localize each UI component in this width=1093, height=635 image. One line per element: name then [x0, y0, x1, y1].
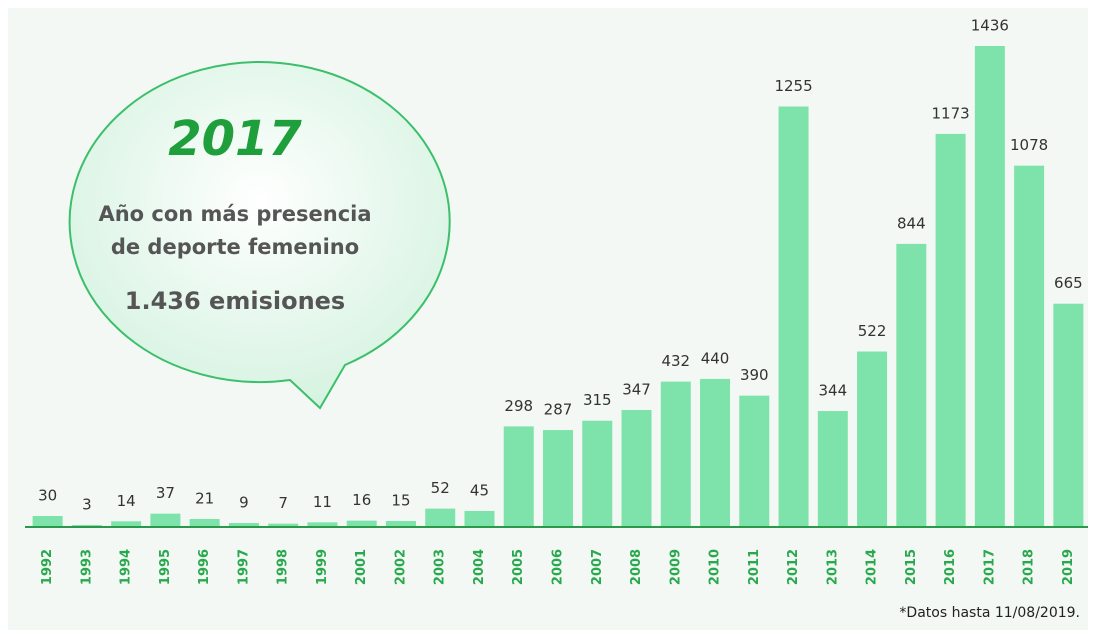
bar	[660, 381, 691, 526]
value-label: 1436	[971, 17, 1009, 35]
x-tick-label: 1992	[40, 549, 55, 585]
x-tick-label: 2014	[865, 549, 880, 585]
value-label: 37	[156, 484, 175, 502]
bar	[700, 378, 731, 526]
x-tick-label: 1999	[315, 549, 330, 585]
value-label: 21	[195, 489, 214, 507]
value-label: 45	[470, 481, 489, 499]
value-label: 1173	[931, 104, 969, 122]
x-tick-label: 2018	[1022, 549, 1037, 585]
x-tick-label: 2006	[551, 549, 566, 585]
value-label: 1255	[774, 77, 812, 95]
value-label: 347	[622, 381, 651, 399]
x-tick-label: 2008	[629, 549, 644, 585]
x-tick-label: 2015	[904, 549, 919, 585]
value-label: 440	[701, 349, 730, 367]
x-tick-label: 1997	[236, 549, 251, 585]
bar	[935, 133, 966, 526]
x-tick-label: 2013	[825, 549, 840, 585]
bar	[71, 524, 102, 526]
bar	[228, 522, 259, 526]
bar	[385, 520, 416, 526]
value-label: 16	[352, 491, 371, 509]
callout-line: de deporte femenino	[111, 235, 359, 259]
bar	[582, 420, 613, 526]
x-tick-label: 2004	[472, 549, 487, 585]
bar	[543, 430, 573, 526]
x-tick-label: 1993	[79, 549, 94, 585]
bar	[150, 513, 181, 526]
x-tick-label: 1998	[276, 549, 291, 585]
bar	[268, 523, 299, 526]
bar	[974, 46, 1005, 526]
bar	[425, 508, 456, 526]
value-label: 298	[504, 397, 533, 415]
value-label: 52	[431, 479, 450, 497]
x-tick-label: 2012	[786, 549, 801, 585]
value-label: 14	[117, 492, 136, 510]
value-label: 9	[239, 493, 249, 511]
value-label: 390	[740, 366, 769, 384]
note: *Datos hasta 11/08/2019.	[899, 605, 1080, 621]
x-tick-label: 2017	[982, 549, 997, 585]
bar	[778, 106, 809, 526]
value-label: 30	[38, 486, 57, 504]
value-label: 15	[391, 491, 410, 509]
x-tick-label: 2005	[511, 549, 526, 585]
bar	[346, 520, 377, 526]
x-tick-label: 2019	[1061, 549, 1076, 585]
value-label: 844	[897, 214, 926, 232]
x-tick-label: 1996	[197, 549, 212, 585]
bar	[896, 243, 927, 527]
x-tick-label: 2001	[354, 549, 369, 585]
bar	[307, 522, 338, 526]
x-tick-label: 2009	[668, 549, 683, 585]
bar	[1053, 303, 1084, 526]
value-label: 287	[544, 401, 573, 419]
value-label: 11	[313, 493, 332, 511]
value-label: 344	[818, 382, 847, 400]
value-label: 665	[1054, 274, 1083, 292]
bar	[739, 395, 770, 526]
value-label: 1078	[1010, 136, 1048, 154]
value-label: 432	[661, 352, 690, 370]
callout-bubble	[68, 61, 451, 410]
callout-line: Año con más presencia	[98, 202, 371, 226]
bar	[1014, 165, 1045, 526]
x-tick-label: 1995	[158, 549, 173, 585]
bar	[503, 426, 534, 526]
bar	[111, 521, 142, 526]
value-label: 315	[583, 391, 612, 409]
bar	[621, 410, 652, 526]
bar	[464, 510, 495, 526]
bar	[189, 518, 220, 526]
value-label: 522	[858, 322, 887, 340]
x-tick-label: 1994	[119, 549, 134, 585]
callout-highlight: 1.436 emisiones	[125, 287, 345, 315]
value-label: 3	[82, 495, 92, 513]
bar	[32, 515, 63, 526]
value-label: 7	[278, 494, 288, 512]
x-tick-label: 2003	[433, 549, 448, 585]
bar	[817, 411, 848, 526]
x-tick-label: 2010	[708, 549, 723, 585]
x-tick-label: 2016	[943, 549, 958, 585]
x-tick-label: 2011	[747, 549, 762, 585]
x-tick-label: 2002	[393, 549, 408, 585]
bar	[857, 351, 888, 526]
callout-title: 2017	[168, 111, 302, 167]
x-tick-label: 2007	[590, 549, 605, 585]
